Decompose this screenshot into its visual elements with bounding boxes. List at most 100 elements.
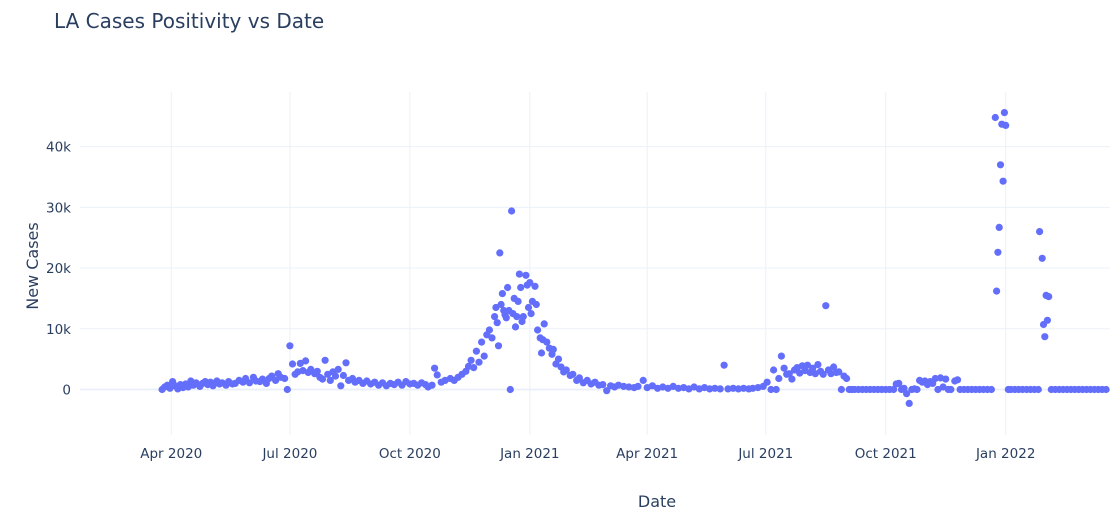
data-point <box>331 372 340 380</box>
data-point <box>720 361 728 369</box>
data-point <box>987 385 996 394</box>
data-point <box>996 161 1005 169</box>
data-point <box>770 366 778 374</box>
data-point <box>942 375 950 383</box>
data-point <box>515 270 524 278</box>
data-point <box>562 366 570 374</box>
data-point <box>313 367 321 375</box>
data-point <box>603 387 611 395</box>
data-point <box>993 287 1001 295</box>
data-point <box>488 334 496 342</box>
data-point <box>470 364 478 372</box>
data-point <box>467 356 475 364</box>
data-point <box>549 345 557 353</box>
data-point <box>283 385 291 394</box>
y-tick-label: 40k <box>46 140 71 156</box>
x-tick-label: Jul 2020 <box>261 446 317 462</box>
data-point <box>502 314 510 322</box>
data-point <box>803 361 812 369</box>
data-point <box>517 283 525 292</box>
data-point <box>947 385 955 394</box>
data-point <box>504 283 512 292</box>
x-tick-label: Jan 2022 <box>975 446 1035 462</box>
data-point <box>318 375 327 383</box>
data-point <box>543 338 551 346</box>
data-point <box>532 300 540 309</box>
x-tick-label: Jul 2021 <box>737 446 793 462</box>
data-point <box>288 360 297 368</box>
data-point <box>830 363 838 371</box>
data-point <box>1034 385 1042 394</box>
data-point <box>326 376 334 384</box>
data-point <box>1002 121 1010 129</box>
data-point <box>522 271 530 279</box>
data-point <box>775 374 783 383</box>
data-point <box>931 374 939 383</box>
data-point <box>245 379 254 387</box>
data-point <box>480 352 488 360</box>
data-point <box>492 303 500 312</box>
chart-title: LA Cases Positivity vs Date <box>54 9 325 33</box>
data-point <box>537 349 546 357</box>
data-point <box>788 375 796 383</box>
data-point <box>729 384 737 392</box>
data-points <box>158 109 1110 407</box>
data-point <box>772 385 780 394</box>
data-point <box>1038 254 1046 262</box>
data-point <box>302 357 310 365</box>
data-point <box>777 352 786 360</box>
data-point <box>1000 109 1009 117</box>
data-point <box>819 370 827 378</box>
data-point <box>822 302 830 310</box>
x-tick-label: Oct 2020 <box>379 446 441 462</box>
data-point <box>780 364 788 372</box>
data-point <box>554 355 563 363</box>
data-point <box>994 248 1002 256</box>
data-point <box>496 249 504 257</box>
x-axis-title: Date <box>638 492 676 511</box>
data-point <box>493 319 501 327</box>
data-point <box>339 371 347 380</box>
data-point <box>843 374 851 383</box>
data-point <box>534 326 542 334</box>
data-point <box>342 359 350 367</box>
data-point <box>837 385 846 394</box>
data-point <box>1045 293 1053 301</box>
data-point <box>903 390 911 398</box>
data-point <box>433 371 441 379</box>
data-point <box>508 207 516 215</box>
y-tick-label: 10k <box>46 322 71 338</box>
data-point <box>995 223 1003 231</box>
data-point <box>497 300 505 309</box>
data-point <box>895 379 903 387</box>
data-point <box>531 282 539 290</box>
data-point <box>724 385 732 393</box>
data-point <box>900 384 908 392</box>
data-point <box>514 297 522 305</box>
data-point <box>209 382 217 390</box>
data-point <box>835 368 843 376</box>
data-point <box>734 385 743 393</box>
data-point <box>716 385 724 393</box>
data-point <box>740 384 748 392</box>
data-point <box>913 385 921 394</box>
data-point <box>540 320 548 328</box>
data-point <box>321 356 329 364</box>
data-point <box>890 385 898 394</box>
data-point <box>475 358 483 366</box>
data-point <box>814 361 822 369</box>
data-point <box>625 383 633 391</box>
data-point <box>599 381 607 389</box>
data-point <box>281 374 289 383</box>
data-point <box>953 376 962 384</box>
x-axis-ticks: Apr 2020 Jul 2020 Oct 2020 Jan 2021 Apr 2021… <box>140 446 1035 462</box>
x-tick-label: Apr 2020 <box>140 446 202 462</box>
data-point <box>513 313 521 321</box>
data-point <box>1043 316 1051 324</box>
data-point <box>485 326 493 334</box>
data-point <box>706 385 714 393</box>
y-tick-label: 20k <box>46 261 71 277</box>
data-point <box>498 290 506 298</box>
y-axis-title: New Cases <box>23 222 42 309</box>
